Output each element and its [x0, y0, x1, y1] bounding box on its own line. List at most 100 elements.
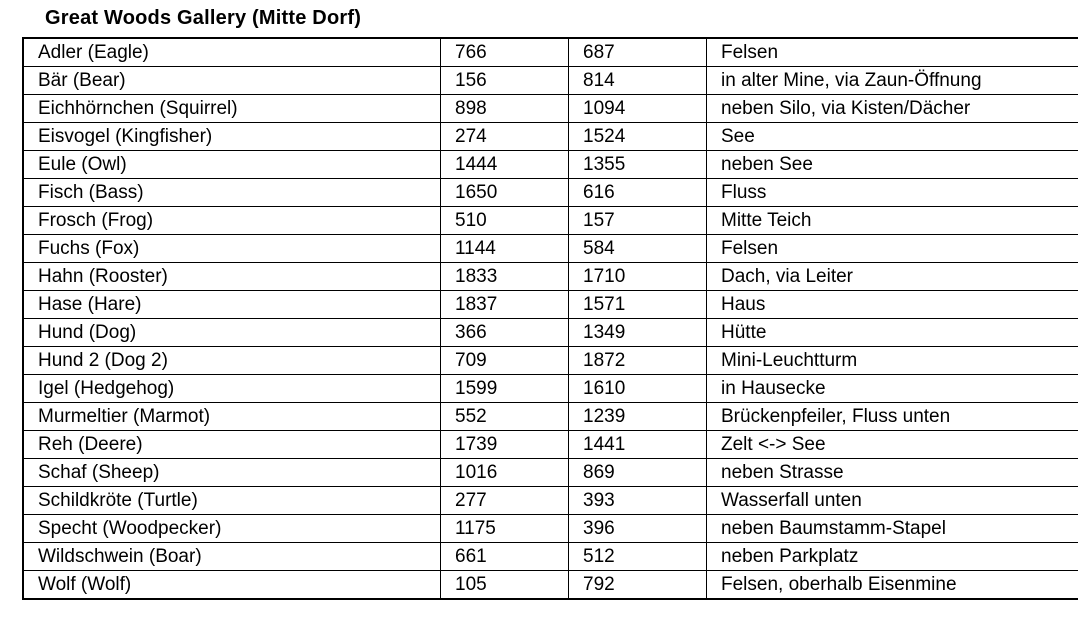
y-coordinate: 1610	[568, 374, 707, 403]
x-coordinate: 156	[440, 66, 569, 95]
y-coordinate: 157	[568, 206, 707, 235]
animal-name: Eisvogel (Kingfisher)	[22, 122, 441, 151]
animal-name: Fisch (Bass)	[22, 178, 441, 207]
location-note: neben Parkplatz	[706, 542, 1078, 571]
x-coordinate: 1837	[440, 290, 569, 319]
table-row: Hund 2 (Dog 2) 709 1872 Mini-Leuchtturm	[22, 346, 1078, 375]
y-coordinate: 1524	[568, 122, 707, 151]
y-coordinate: 1571	[568, 290, 707, 319]
location-note: Haus	[706, 290, 1078, 319]
x-coordinate: 661	[440, 542, 569, 571]
location-note: Zelt <-> See	[706, 430, 1078, 459]
x-coordinate: 1833	[440, 262, 569, 291]
y-coordinate: 792	[568, 570, 707, 600]
table-row: Eule (Owl) 1444 1355 neben See	[22, 150, 1078, 179]
x-coordinate: 552	[440, 402, 569, 431]
location-note: Felsen	[706, 234, 1078, 263]
animal-name: Fuchs (Fox)	[22, 234, 441, 263]
x-coordinate: 709	[440, 346, 569, 375]
table-row: Frosch (Frog) 510 157 Mitte Teich	[22, 206, 1078, 235]
location-note: Mitte Teich	[706, 206, 1078, 235]
table-row: Hase (Hare) 1837 1571 Haus	[22, 290, 1078, 319]
animal-name: Reh (Deere)	[22, 430, 441, 459]
y-coordinate: 1239	[568, 402, 707, 431]
y-coordinate: 1441	[568, 430, 707, 459]
x-coordinate: 510	[440, 206, 569, 235]
x-coordinate: 1175	[440, 514, 569, 543]
animal-name: Igel (Hedgehog)	[22, 374, 441, 403]
y-coordinate: 393	[568, 486, 707, 515]
table-row: Bär (Bear) 156 814 in alter Mine, via Zaun-…	[22, 66, 1078, 95]
table-row: Fisch (Bass) 1650 616 Fluss	[22, 178, 1078, 207]
table-row: Specht (Woodpecker) 1175 396 neben Baumstam…	[22, 514, 1078, 543]
x-coordinate: 898	[440, 94, 569, 123]
table-row: Fuchs (Fox) 1144 584 Felsen	[22, 234, 1078, 263]
x-coordinate: 1016	[440, 458, 569, 487]
y-coordinate: 584	[568, 234, 707, 263]
animal-name: Hund 2 (Dog 2)	[22, 346, 441, 375]
gallery-table: Adler (Eagle) 766 687 Felsen Bär (Bear) 156 81…	[22, 37, 1078, 600]
animal-name: Hase (Hare)	[22, 290, 441, 319]
table-row: Murmeltier (Marmot) 552 1239 Brückenpfeiler…	[22, 402, 1078, 431]
x-coordinate: 766	[440, 37, 569, 67]
y-coordinate: 1349	[568, 318, 707, 347]
y-coordinate: 1094	[568, 94, 707, 123]
location-note: Fluss	[706, 178, 1078, 207]
location-note: Dach, via Leiter	[706, 262, 1078, 291]
animal-name: Wolf (Wolf)	[22, 570, 441, 600]
animal-name: Bär (Bear)	[22, 66, 441, 95]
page-title: Great Woods Gallery (Mitte Dorf)	[45, 7, 362, 29]
table-row: Igel (Hedgehog) 1599 1610 in Hausecke	[22, 374, 1078, 403]
y-coordinate: 687	[568, 37, 707, 67]
location-note: neben Baumstamm-Stapel	[706, 514, 1078, 543]
animal-name: Adler (Eagle)	[22, 37, 441, 67]
location-note: See	[706, 122, 1078, 151]
x-coordinate: 1444	[440, 150, 569, 179]
x-coordinate: 1650	[440, 178, 569, 207]
x-coordinate: 277	[440, 486, 569, 515]
table-row: Schaf (Sheep) 1016 869 neben Strasse	[22, 458, 1078, 487]
table-row: Eichhörnchen (Squirrel) 898 1094 neben Silo…	[22, 94, 1078, 123]
x-coordinate: 1144	[440, 234, 569, 263]
animal-name: Eule (Owl)	[22, 150, 441, 179]
animal-name: Schaf (Sheep)	[22, 458, 441, 487]
location-note: neben See	[706, 150, 1078, 179]
location-note: in alter Mine, via Zaun-Öffnung	[706, 66, 1078, 95]
animal-name: Specht (Woodpecker)	[22, 514, 441, 543]
x-coordinate: 366	[440, 318, 569, 347]
location-note: neben Strasse	[706, 458, 1078, 487]
x-coordinate: 105	[440, 570, 569, 600]
table-row: Schildkröte (Turtle) 277 393 Wasserfall unt…	[22, 486, 1078, 515]
animal-name: Frosch (Frog)	[22, 206, 441, 235]
animal-name: Wildschwein (Boar)	[22, 542, 441, 571]
y-coordinate: 869	[568, 458, 707, 487]
gallery-table-body: Adler (Eagle) 766 687 Felsen Bär (Bear) 156 81…	[22, 37, 1078, 600]
location-note: Felsen	[706, 37, 1078, 67]
y-coordinate: 814	[568, 66, 707, 95]
x-coordinate: 1599	[440, 374, 569, 403]
y-coordinate: 512	[568, 542, 707, 571]
y-coordinate: 1872	[568, 346, 707, 375]
y-coordinate: 396	[568, 514, 707, 543]
table-row: Hund (Dog) 366 1349 Hütte	[22, 318, 1078, 347]
table-row: Reh (Deere) 1739 1441 Zelt <-> See	[22, 430, 1078, 459]
animal-name: Hund (Dog)	[22, 318, 441, 347]
location-note: Felsen, oberhalb Eisenmine	[706, 570, 1078, 600]
table-row: Wolf (Wolf) 105 792 Felsen, oberhalb Eisenm…	[22, 570, 1078, 600]
y-coordinate: 1710	[568, 262, 707, 291]
table-row: Hahn (Rooster) 1833 1710 Dach, via Leiter	[22, 262, 1078, 291]
y-coordinate: 1355	[568, 150, 707, 179]
location-note: Brückenpfeiler, Fluss unten	[706, 402, 1078, 431]
location-note: Mini-Leuchtturm	[706, 346, 1078, 375]
animal-name: Schildkröte (Turtle)	[22, 486, 441, 515]
location-note: neben Silo, via Kisten/Dächer	[706, 94, 1078, 123]
table-row: Eisvogel (Kingfisher) 274 1524 See	[22, 122, 1078, 151]
x-coordinate: 1739	[440, 430, 569, 459]
x-coordinate: 274	[440, 122, 569, 151]
animal-name: Eichhörnchen (Squirrel)	[22, 94, 441, 123]
table-row: Wildschwein (Boar) 661 512 neben Parkplatz	[22, 542, 1078, 571]
animal-name: Hahn (Rooster)	[22, 262, 441, 291]
animal-name: Murmeltier (Marmot)	[22, 402, 441, 431]
location-note: Hütte	[706, 318, 1078, 347]
